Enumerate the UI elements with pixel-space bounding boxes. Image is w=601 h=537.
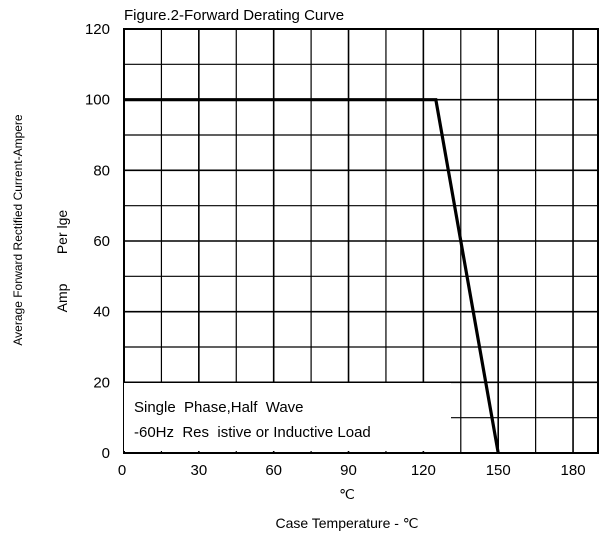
annotation-line-1: Single Phase,Half Wave [134, 399, 304, 416]
y-tick-label: 60 [93, 233, 110, 250]
annotation-line-2: -60Hz Res istive or Inductive Load [134, 424, 371, 441]
x-tick-label: 30 [190, 462, 207, 479]
x-tick-label: 0 [118, 462, 126, 479]
y-tick-label: 40 [93, 304, 110, 321]
y-tick-label: 100 [85, 92, 110, 109]
y-axis-label: Average Forward Rectified Current-Ampere [11, 114, 25, 346]
y-tick-label: 20 [93, 374, 110, 391]
series-group [124, 98, 500, 454]
x-tick-label: 90 [340, 462, 357, 479]
x-tick-label: 60 [265, 462, 282, 479]
x-axis-label: Case Temperature - ℃ [275, 515, 418, 531]
annotation-box [124, 383, 451, 451]
x-tick-label: 180 [561, 462, 586, 479]
y-tick-label: 80 [93, 162, 110, 179]
y-tick-label: 0 [102, 445, 110, 462]
y-tick-labels: 0 20 40 60 80 100 120 [85, 21, 110, 462]
derating-curve [124, 98, 500, 454]
plot-frame [123, 28, 599, 454]
x-tick-label: 120 [411, 462, 436, 479]
x-tick-labels: 0 30 60 90 120 150 180 [118, 462, 586, 479]
y-axis-label-amp: Amp [54, 283, 70, 312]
x-axis-unit: ℃ [339, 486, 355, 502]
y-axis-label-per: Per lge [54, 210, 70, 255]
y-tick-label: 120 [85, 21, 110, 38]
chart-title: Figure.2-Forward Derating Curve [124, 7, 344, 24]
x-tick-label: 150 [486, 462, 511, 479]
